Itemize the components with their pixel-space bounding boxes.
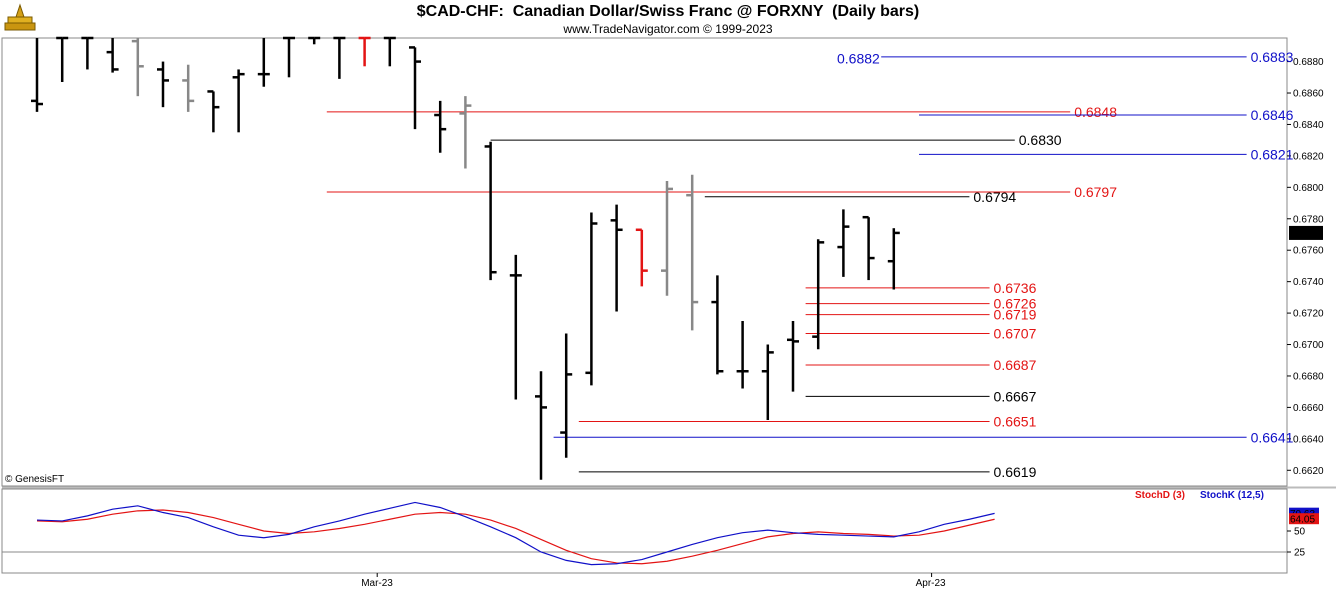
stochd-legend: StochD (3): [1135, 490, 1185, 501]
price-axis-label: 0.6660: [1293, 403, 1324, 414]
stochk-legend: StochK (12,5): [1200, 490, 1264, 501]
level-label: 0.6667: [994, 388, 1037, 404]
price-axis-label: 0.6740: [1293, 277, 1324, 288]
price-panel-frame: [1, 37, 1288, 487]
chart-title: $CAD-CHF: Canadian Dollar/Swiss Franc @ …: [416, 3, 920, 20]
price-axis-label: 0.6860: [1293, 89, 1324, 100]
price-axis-label: 0.6700: [1293, 340, 1324, 351]
trade-navigator-logo: [4, 3, 36, 31]
stochd-value-box: [1289, 513, 1319, 525]
stochk-value-box: [1289, 507, 1319, 519]
last-price-box: [1289, 225, 1323, 240]
price-axis-label: 0.6720: [1293, 309, 1324, 320]
price-axis-label: 0.6780: [1293, 214, 1324, 225]
level-label: 0.6821: [1251, 146, 1294, 162]
level-label: 0.6726: [994, 296, 1037, 312]
stochk-line: [36, 501, 995, 566]
price-axis-label: 0.6680: [1293, 371, 1324, 382]
price-axis-label: 0.6880: [1293, 57, 1324, 68]
oscillator-axis-label: 50: [1294, 527, 1306, 538]
level-label: 0.6707: [994, 326, 1037, 342]
price-axis-label: 0.6820: [1293, 151, 1324, 162]
level-label: 0.6687: [994, 357, 1037, 373]
last-price-label: 0.6771: [1291, 229, 1322, 240]
level-label: 0.6797: [1074, 184, 1117, 200]
level-label: 0.6651: [994, 414, 1037, 430]
price-axis-label: 0.6760: [1293, 246, 1324, 257]
date-axis-label: Apr-23: [916, 578, 946, 589]
level-label: 0.6830: [1019, 132, 1062, 148]
stochd-value-label: 64.05: [1290, 515, 1315, 526]
level-label: 0.6848: [1074, 104, 1117, 120]
price-axis-label: 0.6800: [1293, 183, 1324, 194]
chart-subtitle: www.TradeNavigator.com © 1999-2023: [563, 22, 773, 36]
oscillator-axis-label: 25: [1294, 548, 1306, 559]
level-label: 0.6883: [1251, 49, 1294, 65]
date-axis-label: Mar-23: [361, 578, 393, 589]
data-credit: © GenesisFT: [5, 474, 65, 485]
level-label: 0.6641: [1251, 429, 1294, 445]
level-label: 0.6719: [994, 307, 1037, 323]
level-label: 0.6619: [994, 464, 1037, 480]
stochd-line: [36, 509, 995, 565]
level-label: 0.6736: [994, 280, 1037, 296]
level-label: 0.6882: [837, 50, 880, 66]
price-axis-label: 0.6640: [1293, 434, 1324, 445]
level-label: 0.6794: [973, 189, 1016, 205]
oscillator-panel-frame: [1, 488, 1288, 574]
price-axis-label: 0.6620: [1293, 466, 1324, 477]
level-label: 0.6846: [1251, 107, 1294, 123]
price-axis-label: 0.6840: [1293, 120, 1324, 131]
